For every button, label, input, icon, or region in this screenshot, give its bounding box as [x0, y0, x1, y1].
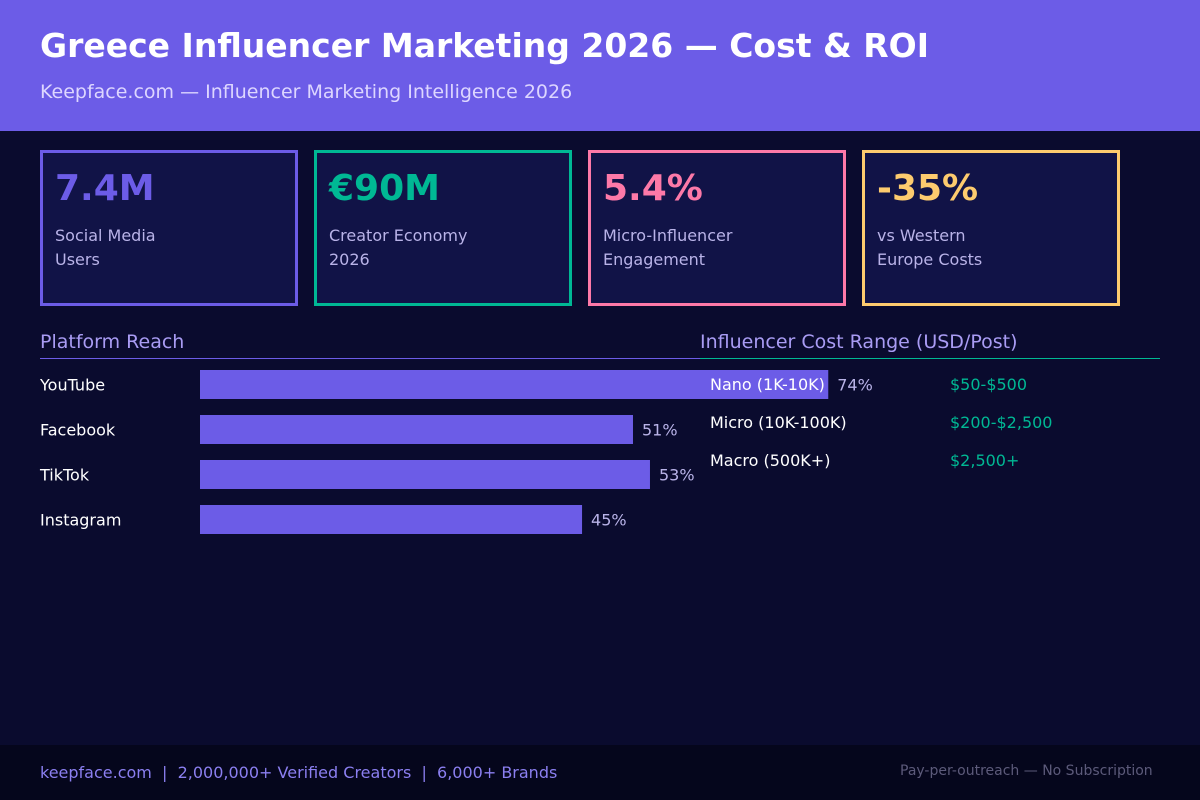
- cost-tier-nano: Nano (1K-10K): [710, 375, 825, 394]
- page-subtitle: Keepface.com — Influencer Marketing Inte…: [40, 81, 573, 103]
- header-banner: Greece Influencer Marketing 2026 — Cost …: [0, 0, 1200, 131]
- stat-card-creator-economy: €90M Creator Economy 2026: [314, 150, 572, 306]
- cost-tier-macro: Macro (500K+): [710, 451, 831, 470]
- reach-category-label-facebook: Facebook: [40, 421, 116, 440]
- page-title: Greece Influencer Marketing 2026 — Cost …: [40, 26, 930, 65]
- reach-category-label-instagram: Instagram: [40, 511, 121, 530]
- reach-bar-tiktok: [200, 460, 650, 489]
- cost-tier-micro: Micro (10K-100K): [710, 413, 847, 432]
- stat-value: -35%: [877, 168, 979, 209]
- reach-category-label-youtube: YouTube: [39, 376, 105, 395]
- stat-card-engagement: 5.4% Micro-Influencer Engagement: [588, 150, 846, 306]
- stat-card-cost-comparison: -35% vs Western Europe Costs: [862, 150, 1120, 306]
- platform-reach-title: Platform Reach: [40, 331, 185, 353]
- stat-value: 5.4%: [603, 168, 703, 209]
- reach-value-label-facebook: 51%: [642, 421, 678, 440]
- stat-card-users: 7.4M Social Media Users: [40, 150, 298, 306]
- reach-value-label-youtube: 74%: [837, 376, 873, 395]
- reach-bar-facebook: [200, 415, 633, 444]
- stat-value: 7.4M: [55, 168, 155, 209]
- stat-label: Creator Economy 2026: [329, 226, 468, 269]
- cost-range-macro: $2,500+: [950, 451, 1020, 470]
- cost-range-nano: $50-$500: [950, 375, 1028, 394]
- platform-reach-divider: [40, 358, 700, 359]
- stat-value: €90M: [329, 168, 440, 209]
- reach-value-label-instagram: 45%: [591, 511, 627, 530]
- reach-bar-youtube: [200, 370, 829, 399]
- platform-reach-chart: YouTube 74% Facebook 51% TikTok 53% Instagram 4…: [39, 370, 873, 534]
- stat-label: vs Western Europe Costs: [877, 226, 983, 269]
- cost-range-title: Influencer Cost Range (USD/Post): [700, 331, 1018, 353]
- reach-bar-instagram: [200, 505, 583, 534]
- footer-tagline: Pay-per-outreach — No Subscription: [900, 763, 1153, 779]
- cost-range-divider: [700, 358, 1160, 359]
- stat-label: Social Media Users: [55, 226, 156, 269]
- reach-category-label-tiktok: TikTok: [39, 466, 90, 485]
- cost-range-micro: $200-$2,500: [950, 413, 1053, 432]
- footer-site-info: keepface.com | 2,000,000+ Verified Creat…: [40, 763, 558, 782]
- footer: keepface.com | 2,000,000+ Verified Creat…: [0, 745, 1200, 800]
- stat-label: Micro-Influencer Engagement: [603, 226, 733, 269]
- reach-value-label-tiktok: 53%: [659, 466, 695, 485]
